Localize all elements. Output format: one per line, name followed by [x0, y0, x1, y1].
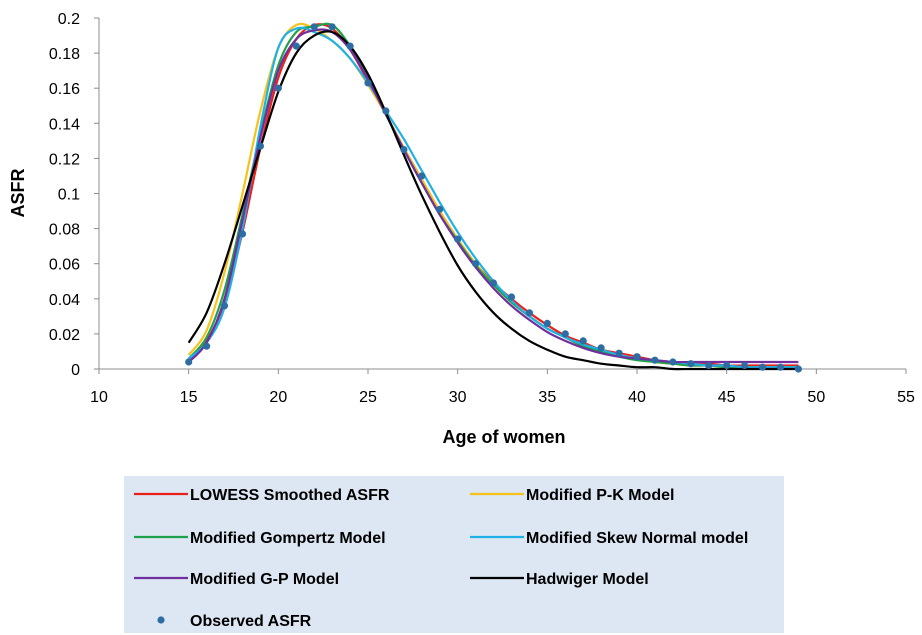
observed-point: [274, 84, 282, 92]
y-tick-label: 0.14: [49, 116, 80, 133]
legend-item-modified-skew-normal-model: Modified Skew Normal model: [470, 530, 748, 547]
legend-item-observed-asfr: Observed ASFR: [157, 613, 312, 630]
observed-point: [579, 337, 587, 345]
observed-point: [256, 142, 264, 150]
legend-label: Modified G-P Model: [190, 571, 339, 588]
observed-point: [203, 342, 211, 350]
observed-point: [525, 309, 534, 317]
x-axis-title: Age of women: [442, 427, 565, 447]
y-axis-title: ASFR: [8, 169, 28, 218]
observed-point: [328, 23, 336, 31]
x-axis-ticks: 10 15 20 25 30 35 40 45 50 55: [90, 369, 915, 406]
observed-point: [472, 260, 480, 268]
y-tick-label: 0.2: [58, 11, 80, 28]
y-tick-label: 0.04: [49, 292, 80, 309]
series-line-modified-skew-normal-model: [187, 26, 799, 369]
x-tick-label: 35: [538, 389, 556, 406]
legend-item-modified-g-p-model: Modified G-P Model: [134, 571, 339, 588]
x-tick-label: 40: [628, 389, 646, 406]
y-axis-ticks: 0 0.02 0.04 0.06 0.08 0.1 0.12 0.14 0.16 0.18 0.2: [49, 11, 99, 379]
legend-item-modified-gompertz-model: Modified Gompertz Model: [134, 530, 386, 547]
x-tick-label: 20: [269, 389, 287, 406]
x-tick-label: 50: [807, 389, 825, 406]
x-tick-label: 30: [449, 389, 467, 406]
observed-point: [310, 23, 318, 31]
observed-point: [651, 356, 659, 364]
y-tick-label: 0.08: [49, 222, 80, 239]
observed-point: [615, 349, 623, 357]
observed-point: [758, 363, 767, 371]
legend-swatch-observed-asfr: [157, 616, 165, 624]
observed-point: [705, 361, 713, 370]
legend-item-lowess-smoothed-asfr: LOWESS Smoothed ASFR: [134, 487, 390, 504]
legend-label: Hadwiger Model: [526, 571, 649, 588]
observed-point: [238, 230, 247, 238]
y-tick-label: 0.16: [49, 81, 80, 98]
observed-point: [633, 353, 641, 361]
legend-label: Modified Skew Normal model: [526, 530, 748, 547]
observed-point: [741, 361, 749, 370]
y-tick-label: 0: [71, 362, 80, 379]
x-tick-label: 45: [718, 389, 736, 406]
x-tick-label: 25: [359, 389, 377, 406]
series-line-hadwiger-model: [187, 30, 799, 371]
observed-point: [382, 107, 390, 115]
y-tick-label: 0.06: [49, 257, 80, 274]
x-tick-label: 15: [180, 389, 198, 406]
legend-label: Modified P-K Model: [526, 487, 674, 504]
legend-item-modified-p-k-model: Modified P-K Model: [470, 487, 674, 504]
plot-area: [98, 18, 906, 373]
legend-box: [124, 476, 784, 633]
observed-point: [185, 358, 193, 366]
x-tick-label: 10: [90, 389, 108, 406]
observed-point: [687, 360, 695, 368]
observed-point: [597, 344, 605, 352]
y-tick-label: 0.1: [58, 187, 80, 204]
legend-label: Modified Gompertz Model: [190, 530, 386, 547]
y-tick-label: 0.12: [49, 151, 80, 168]
legend-label: LOWESS Smoothed ASFR: [190, 487, 390, 504]
observed-point: [489, 279, 498, 287]
observed-point: [454, 235, 462, 243]
observed-point: [436, 205, 444, 213]
series-line-modified-g-p-model: [187, 28, 799, 364]
observed-point: [364, 79, 372, 87]
y-tick-label: 0.18: [49, 46, 80, 63]
legend-item-hadwiger-model: Hadwiger Model: [470, 571, 649, 588]
legend-label: Observed ASFR: [190, 613, 312, 630]
observed-point: [723, 361, 731, 370]
x-tick-label: 55: [897, 389, 915, 406]
observed-point: [418, 172, 426, 180]
observed-point: [400, 146, 408, 154]
observed-point: [220, 302, 229, 310]
observed-point: [507, 293, 516, 301]
observed-point: [794, 365, 803, 373]
observed-point: [561, 330, 569, 338]
observed-point: [776, 363, 785, 371]
observed-point: [669, 358, 677, 366]
observed-point: [346, 42, 354, 50]
y-tick-label: 0.02: [49, 327, 80, 344]
legend: LOWESS Smoothed ASFR Modified P-K Model Mo…: [124, 476, 784, 633]
observed-point: [543, 319, 551, 327]
observed-point: [292, 42, 300, 50]
